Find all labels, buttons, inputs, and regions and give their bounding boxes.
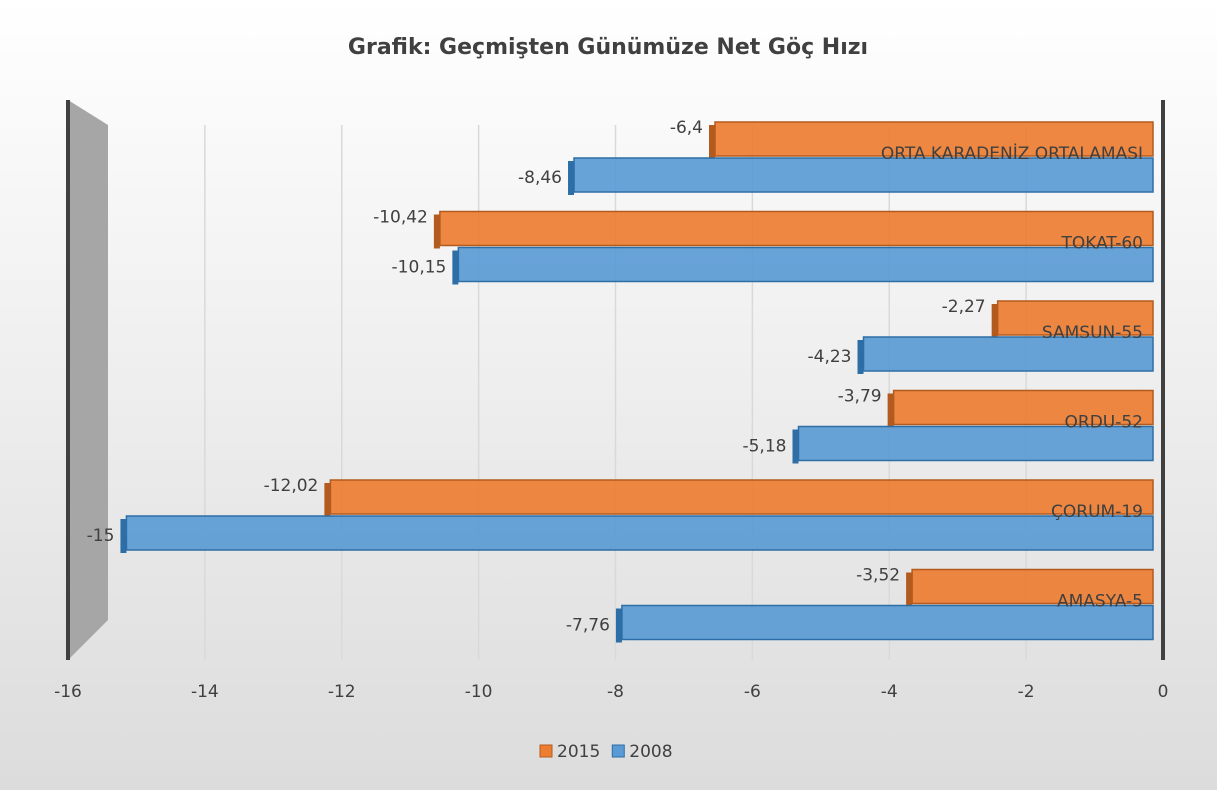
x-tick-label: -6 [744,682,761,702]
data-label: -5,18 [742,437,786,457]
bar-end [120,519,127,553]
data-label: -3,79 [838,387,882,407]
x-tick-label: -12 [328,682,356,702]
bar-end [615,608,622,643]
data-label: -10,15 [392,258,447,278]
legend-label: 2008 [629,742,672,762]
legend-swatch [611,744,625,758]
y-tick-label: ORDU-52 [1065,413,1144,433]
data-label: -4,23 [808,347,852,367]
bar-end [452,250,459,285]
x-tick-label: -4 [881,682,898,702]
data-label: -8,46 [518,168,562,188]
y-tick-label: ÇORUM-19 [1051,502,1143,522]
bar-end [906,572,913,607]
y-tick-label: ORTA KARADENİZ ORTALAMASI [881,143,1143,164]
bar [862,336,1154,372]
x-tick-label: -16 [54,682,82,702]
bar-end [324,483,331,517]
bar-end [709,125,715,159]
data-label: -7,76 [566,616,610,636]
data-label: -10,42 [373,208,428,228]
y-tick-label: SAMSUN-55 [1042,323,1143,343]
legend-swatch [539,744,553,758]
x-tick-label: -2 [1018,682,1035,702]
bar [439,210,1154,247]
data-label: -3,52 [856,566,900,586]
bar-end [887,393,894,428]
bar [125,515,1154,551]
bar-end [991,304,998,338]
side-wall [68,100,108,660]
bar [797,425,1154,462]
data-label: -15 [87,526,115,546]
bar [621,604,1154,641]
bar-end [792,429,799,464]
y-tick-label: AMASYA-5 [1057,592,1143,612]
bar [573,157,1154,193]
bar [892,389,1154,426]
bar-end [857,340,864,374]
x-tick-label: -14 [191,682,219,702]
x-tick-label: 0 [1158,682,1169,702]
bar [329,479,1154,515]
bar [457,246,1154,283]
bar-end [433,214,440,249]
x-tick-label: -10 [465,682,493,702]
bar-end [568,161,575,195]
y-tick-label: TOKAT-60 [1060,234,1143,254]
bar [996,300,1154,336]
data-label: -12,02 [264,476,319,496]
data-label: -6,4 [670,118,703,138]
data-label: -2,27 [942,297,986,317]
bar [714,121,1154,157]
chart-title: Grafik: Geçmişten Günümüze Net Göç Hızı [348,35,868,60]
legend-label: 2015 [557,742,600,762]
x-tick-label: -8 [607,682,624,702]
